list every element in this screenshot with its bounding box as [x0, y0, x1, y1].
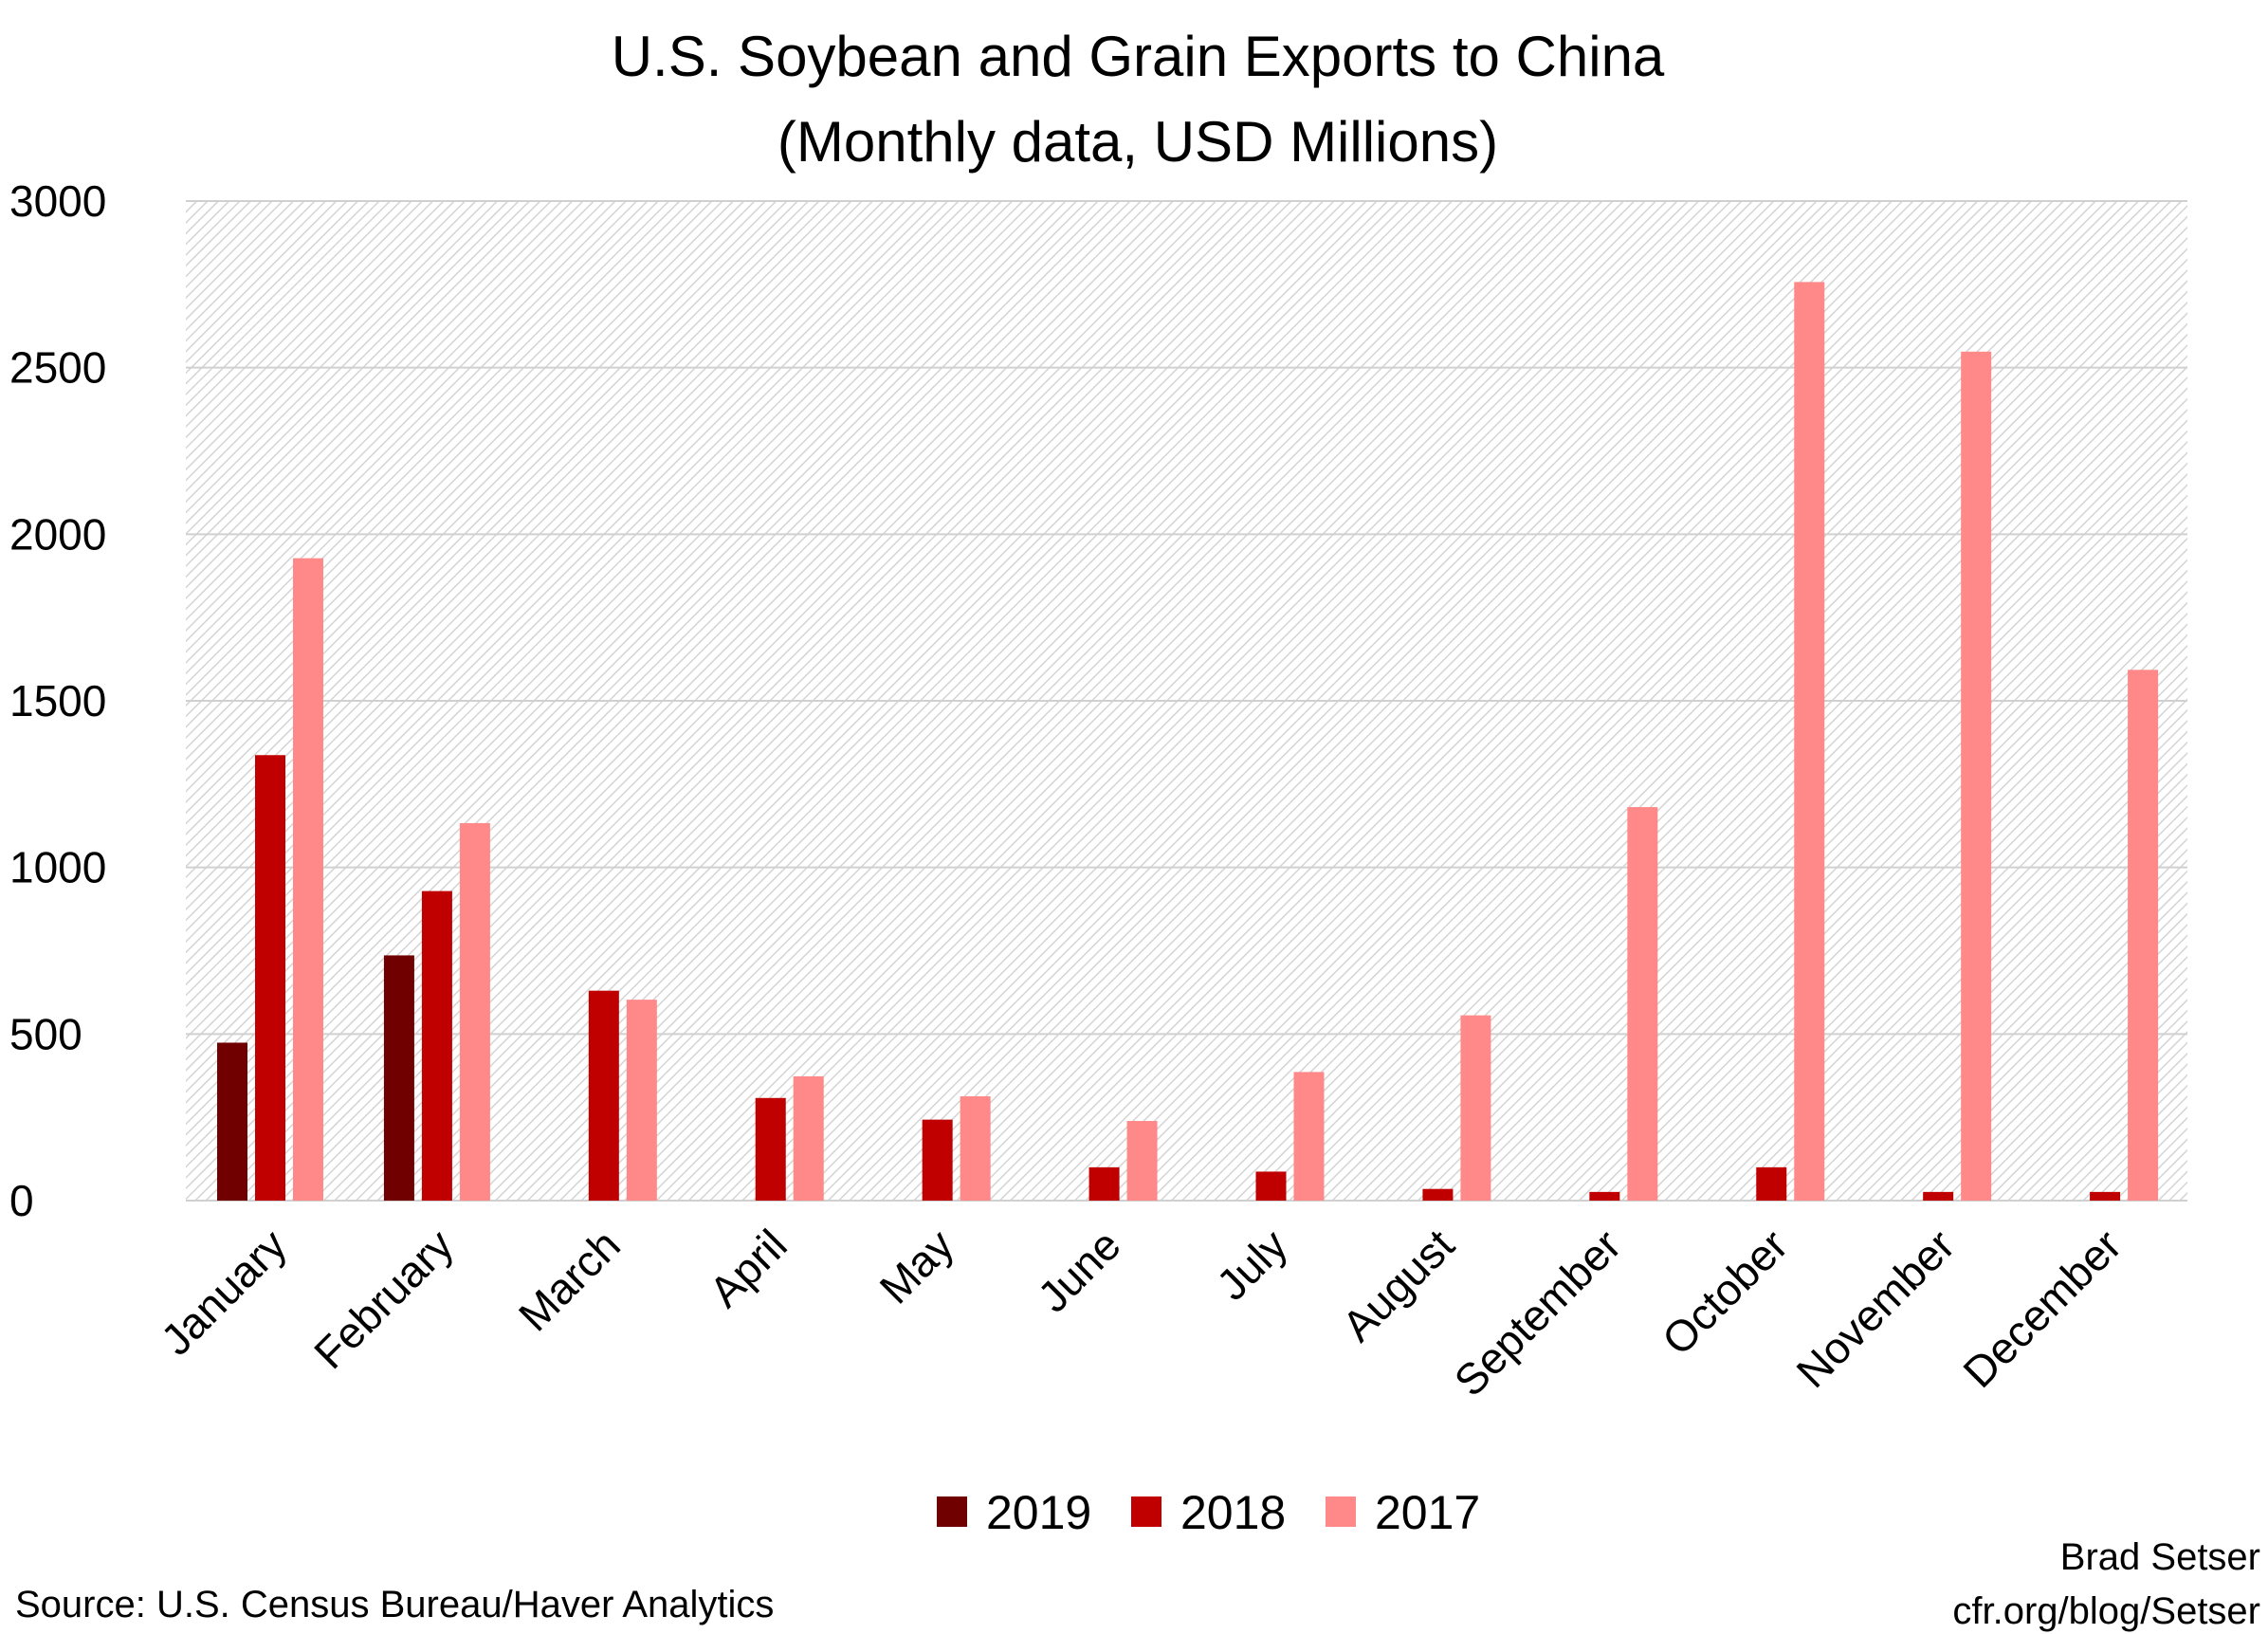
bar-2018-april: [755, 1097, 786, 1201]
x-tick-label: June: [1028, 1220, 1129, 1321]
bar-2017-may: [960, 1096, 991, 1201]
x-tick-label: January: [152, 1220, 296, 1364]
bar-2017-december: [2128, 670, 2159, 1201]
y-tick-label: 3000: [9, 176, 106, 226]
legend-label: 2018: [1180, 1486, 1286, 1539]
bar-2018-december: [2090, 1191, 2121, 1201]
author-url: cfr.org/blog/Setser: [1952, 1590, 2260, 1632]
bar-2018-september: [1589, 1191, 1620, 1201]
x-tick-label: March: [509, 1220, 630, 1340]
y-tick-label: 2000: [9, 509, 106, 559]
legend-swatch-2019: [937, 1496, 967, 1527]
bar-2017-march: [626, 1000, 657, 1201]
bar-2017-april: [793, 1075, 824, 1201]
x-tick-label: October: [1653, 1220, 1797, 1364]
x-tick-label: December: [1953, 1220, 2131, 1397]
bar-2019-january: [217, 1042, 247, 1201]
bar-2017-november: [1961, 351, 1992, 1201]
x-tick-label: August: [1332, 1220, 1463, 1350]
legend-label: 2017: [1375, 1486, 1480, 1539]
x-tick-label: April: [700, 1220, 796, 1316]
y-tick-label: 1500: [9, 676, 106, 725]
bar-2018-august: [1422, 1188, 1454, 1201]
bar-2018-july: [1255, 1171, 1287, 1201]
y-tick-label: 500: [9, 1009, 82, 1058]
bar-2018-october: [1756, 1166, 1787, 1201]
x-tick-label: September: [1445, 1220, 1631, 1405]
bar-2017-august: [1460, 1015, 1491, 1201]
bar-2019-february: [383, 955, 414, 1201]
y-tick-label: 1000: [9, 843, 106, 892]
bar-2017-september: [1627, 807, 1658, 1201]
author-name: Brad Setser: [2060, 1536, 2260, 1578]
legend-swatch-2018: [1131, 1496, 1161, 1527]
chart-title: U.S. Soybean and Grain Exports to China: [612, 25, 1665, 88]
bar-2017-june: [1126, 1121, 1158, 1201]
x-tick-label: November: [1786, 1220, 1964, 1397]
bar-2018-june: [1088, 1166, 1120, 1201]
source-note: Source: U.S. Census Bureau/Haver Analyti…: [15, 1584, 774, 1625]
bar-2018-november: [1923, 1191, 1954, 1201]
bar-2017-february: [459, 822, 490, 1201]
x-tick-label: May: [870, 1220, 963, 1313]
chart-subtitle: (Monthly data, USD Millions): [777, 110, 1498, 174]
legend-swatch-2017: [1326, 1496, 1356, 1527]
bar-2018-january: [255, 755, 285, 1201]
y-tick-label: 2500: [9, 343, 106, 393]
bar-2017-january: [293, 558, 323, 1201]
bar-2017-october: [1794, 282, 1825, 1201]
x-tick-label: February: [304, 1220, 463, 1378]
y-tick-label: 0: [9, 1176, 34, 1225]
x-tick-label: July: [1207, 1220, 1297, 1310]
bar-2018-may: [922, 1119, 953, 1201]
bar-2018-february: [421, 890, 452, 1201]
legend-label: 2019: [986, 1486, 1091, 1539]
bar-2017-july: [1293, 1072, 1325, 1201]
bar-2018-march: [588, 990, 619, 1201]
